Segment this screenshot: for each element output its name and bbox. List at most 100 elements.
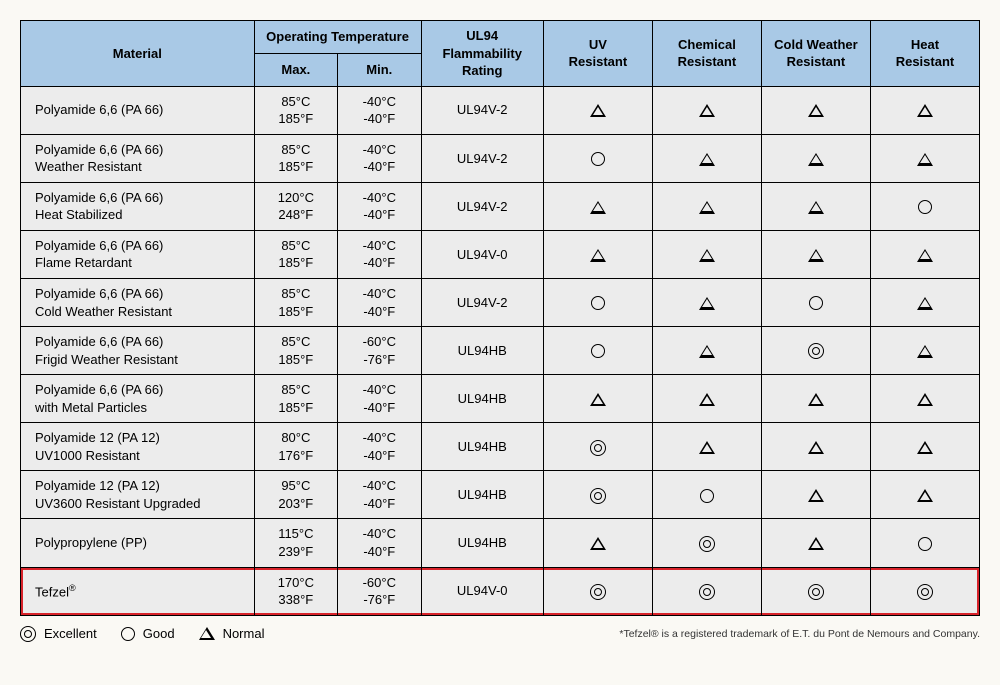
cell-max: 170°C 338°F (254, 567, 337, 615)
cell-cold (761, 86, 870, 134)
normal-icon (917, 104, 933, 117)
cell-uv (543, 375, 652, 423)
table-row: Polyamide 6,6 (PA 66) Heat Stabilized120… (21, 182, 980, 230)
cell-chemical (652, 230, 761, 278)
cell-heat (870, 423, 979, 471)
normal-icon (917, 441, 933, 454)
excellent-icon (808, 584, 824, 600)
cell-material: Polyamide 6,6 (PA 66) Cold Weather Resis… (21, 279, 255, 327)
table-row: Polyamide 6,6 (PA 66) with Metal Particl… (21, 375, 980, 423)
cell-max: 85°C 185°F (254, 327, 337, 375)
table-row: Polyamide 6,6 (PA 66) Cold Weather Resis… (21, 279, 980, 327)
cell-uv (543, 567, 652, 615)
cell-heat (870, 519, 979, 567)
table-row: Polyamide 6,6 (PA 66) Flame Retardant85°… (21, 230, 980, 278)
cell-min: -40°C -40°F (338, 182, 421, 230)
cell-max: 80°C 176°F (254, 423, 337, 471)
excellent-icon (590, 584, 606, 600)
legend-good-label: Good (143, 626, 175, 641)
normal-icon (699, 104, 715, 117)
cell-max: 85°C 185°F (254, 86, 337, 134)
normal-icon (699, 297, 715, 310)
table-row: Polyamide 6,6 (PA 66)85°C 185°F-40°C -40… (21, 86, 980, 134)
cell-min: -40°C -40°F (338, 230, 421, 278)
normal-icon (808, 393, 824, 406)
footnote: *Tefzel® is a registered trademark of E.… (619, 628, 980, 640)
normal-icon (808, 153, 824, 166)
normal-icon (808, 249, 824, 262)
cell-chemical (652, 423, 761, 471)
cell-uv (543, 327, 652, 375)
table-row: Polyamide 6,6 (PA 66) Frigid Weather Res… (21, 327, 980, 375)
cell-material: Polyamide 12 (PA 12) UV1000 Resistant (21, 423, 255, 471)
cell-uv (543, 471, 652, 519)
cell-min: -40°C -40°F (338, 423, 421, 471)
normal-icon (917, 297, 933, 310)
excellent-icon (808, 343, 824, 359)
normal-icon (199, 627, 215, 640)
cell-min: -40°C -40°F (338, 375, 421, 423)
good-icon (918, 200, 932, 214)
cell-cold (761, 279, 870, 327)
cell-material: Polyamide 6,6 (PA 66) Frigid Weather Res… (21, 327, 255, 375)
cell-ul94: UL94HB (421, 423, 543, 471)
cell-material: Polyamide 6,6 (PA 66) Heat Stabilized (21, 182, 255, 230)
legend-good: Good (121, 626, 175, 641)
legend: Excellent Good Normal *Tefzel® is a regi… (20, 626, 980, 642)
cell-uv (543, 86, 652, 134)
cell-min: -40°C -40°F (338, 519, 421, 567)
cell-cold (761, 230, 870, 278)
good-icon (121, 627, 135, 641)
cell-max: 85°C 185°F (254, 134, 337, 182)
normal-icon (808, 201, 824, 214)
cell-material: Tefzel® (21, 567, 255, 615)
excellent-icon (590, 440, 606, 456)
legend-normal: Normal (199, 626, 265, 641)
normal-icon (808, 104, 824, 117)
cell-heat (870, 230, 979, 278)
normal-icon (917, 489, 933, 502)
header-heat: Heat Resistant (870, 21, 979, 87)
header-op-temp: Operating Temperature (254, 21, 421, 54)
normal-icon (699, 441, 715, 454)
good-icon (591, 296, 605, 310)
normal-icon (699, 393, 715, 406)
cell-chemical (652, 327, 761, 375)
normal-icon (590, 393, 606, 406)
normal-icon (917, 345, 933, 358)
legend-normal-label: Normal (223, 626, 265, 641)
table-row: Polyamide 6,6 (PA 66) Weather Resistant8… (21, 134, 980, 182)
cell-uv (543, 230, 652, 278)
cell-cold (761, 375, 870, 423)
header-ul94: UL94 Flammability Rating (421, 21, 543, 87)
good-icon (591, 344, 605, 358)
cell-min: -60°C -76°F (338, 327, 421, 375)
cell-heat (870, 471, 979, 519)
cell-uv (543, 423, 652, 471)
cell-chemical (652, 471, 761, 519)
materials-table: Material Operating Temperature UL94 Flam… (20, 20, 980, 616)
cell-cold (761, 471, 870, 519)
normal-icon (917, 249, 933, 262)
excellent-icon (699, 536, 715, 552)
normal-icon (699, 345, 715, 358)
cell-ul94: UL94HB (421, 375, 543, 423)
good-icon (918, 537, 932, 551)
cell-chemical (652, 279, 761, 327)
legend-excellent-label: Excellent (44, 626, 97, 641)
cell-chemical (652, 86, 761, 134)
cell-uv (543, 279, 652, 327)
cell-max: 95°C 203°F (254, 471, 337, 519)
normal-icon (699, 153, 715, 166)
header-cold: Cold Weather Resistant (761, 21, 870, 87)
cell-heat (870, 327, 979, 375)
excellent-icon (699, 584, 715, 600)
cell-min: -40°C -40°F (338, 134, 421, 182)
normal-icon (590, 537, 606, 550)
cell-material: Polyamide 6,6 (PA 66) (21, 86, 255, 134)
cell-chemical (652, 375, 761, 423)
cell-max: 120°C 248°F (254, 182, 337, 230)
table-row: Polyamide 12 (PA 12) UV3600 Resistant Up… (21, 471, 980, 519)
normal-icon (808, 537, 824, 550)
cell-min: -40°C -40°F (338, 86, 421, 134)
